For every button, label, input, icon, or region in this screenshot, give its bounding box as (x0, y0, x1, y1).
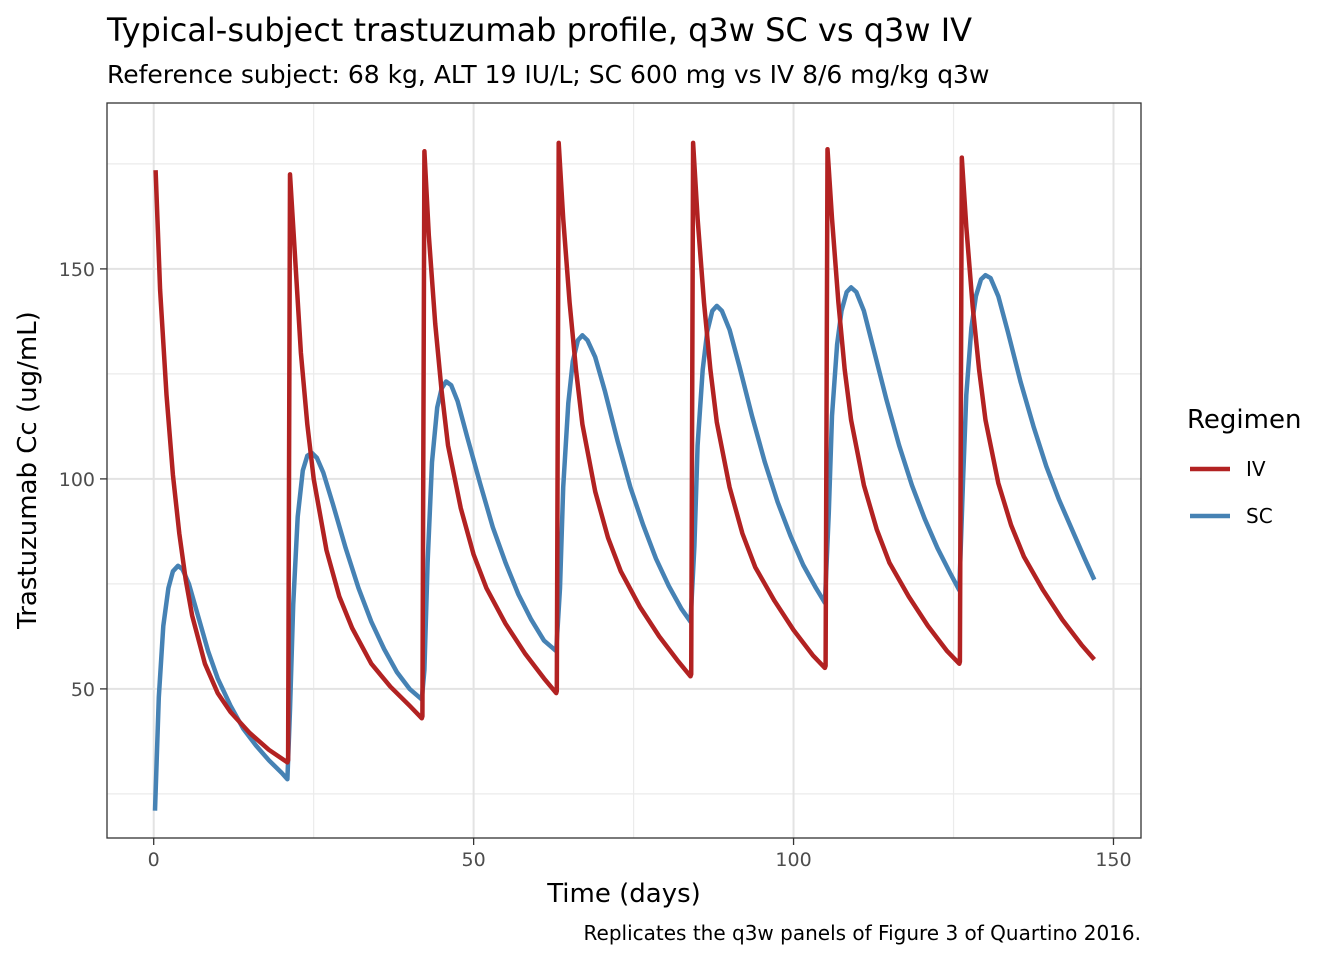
x-tick-label: 150 (1095, 849, 1131, 871)
x-axis: 0 50 100 150 (148, 838, 1132, 871)
x-tick-label: 100 (775, 849, 811, 871)
x-axis-title: Time (days) (546, 879, 701, 909)
y-tick-label: 50 (71, 679, 95, 701)
legend: Regimen IV SC (1187, 405, 1301, 528)
series-line-iv (153, 140, 1096, 765)
legend-title: Regimen (1187, 405, 1301, 435)
x-tick-label: 0 (148, 849, 160, 871)
legend-label-sc: SC (1246, 504, 1273, 528)
x-tick-label: 50 (462, 849, 486, 871)
chart-title: Typical-subject trastuzumab profile, q3w… (106, 11, 972, 49)
chart-subtitle: Reference subject: 68 kg, ALT 19 IU/L; S… (107, 60, 989, 89)
y-axis: 50 100 150 (59, 259, 107, 701)
major-grid (107, 103, 1141, 838)
plot-panel (106, 102, 1142, 839)
series-layer (152, 140, 1097, 811)
chart-caption: Replicates the q3w panels of Figure 3 of… (584, 921, 1141, 945)
series-line-sc (152, 272, 1097, 811)
y-tick-label: 150 (59, 259, 95, 281)
y-tick-label: 100 (59, 469, 95, 491)
panel-border (106, 102, 1142, 839)
y-axis-title: Trastuzumab Cc (ug/mL) (13, 311, 43, 630)
legend-label-iv: IV (1246, 457, 1266, 481)
